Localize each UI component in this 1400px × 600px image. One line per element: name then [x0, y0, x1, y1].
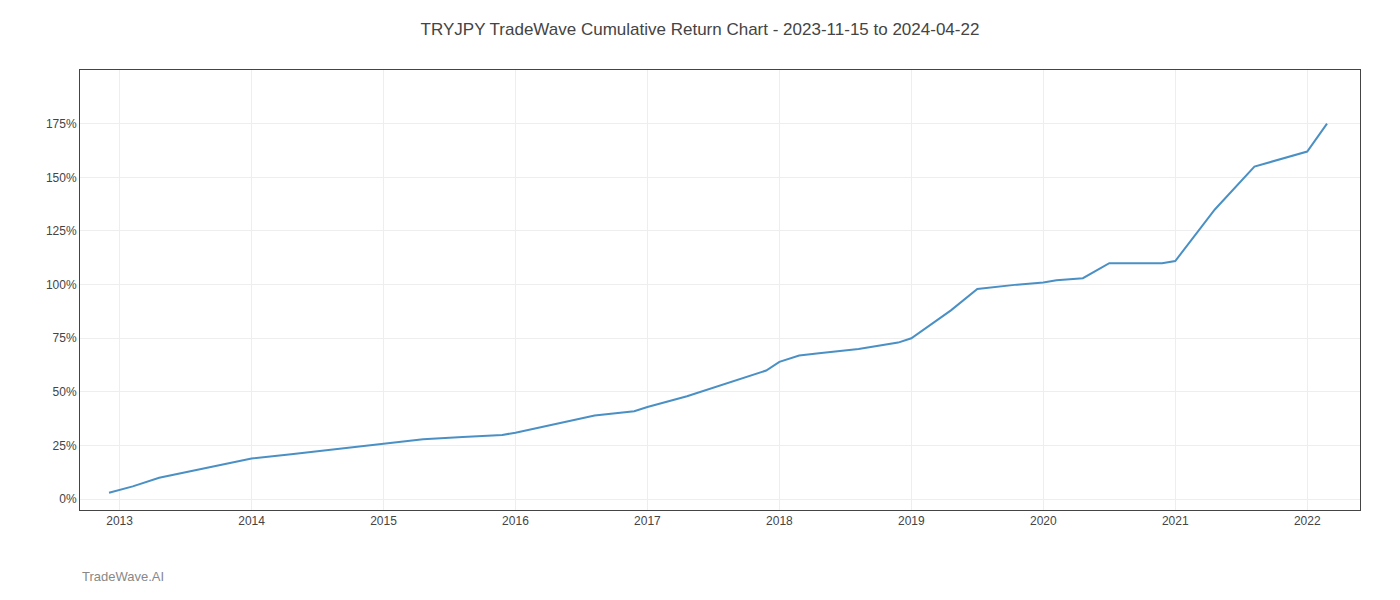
svg-text:175%: 175%: [46, 117, 77, 131]
svg-text:2022: 2022: [1294, 514, 1321, 528]
svg-text:75%: 75%: [53, 331, 77, 345]
svg-text:2020: 2020: [1030, 514, 1057, 528]
svg-text:2017: 2017: [634, 514, 661, 528]
svg-text:100%: 100%: [46, 278, 77, 292]
svg-text:125%: 125%: [46, 224, 77, 238]
svg-text:150%: 150%: [46, 171, 77, 185]
svg-text:2013: 2013: [106, 514, 133, 528]
svg-text:TradeWave.AI: TradeWave.AI: [82, 569, 164, 584]
svg-text:2021: 2021: [1162, 514, 1189, 528]
svg-text:2014: 2014: [238, 514, 265, 528]
svg-text:TRYJPY TradeWave Cumulative Re: TRYJPY TradeWave Cumulative Return Chart…: [421, 20, 980, 39]
svg-text:2016: 2016: [502, 514, 529, 528]
svg-text:2019: 2019: [898, 514, 925, 528]
svg-text:2018: 2018: [766, 514, 793, 528]
svg-text:2015: 2015: [370, 514, 397, 528]
svg-text:0%: 0%: [59, 492, 77, 506]
svg-text:50%: 50%: [53, 385, 77, 399]
svg-text:25%: 25%: [53, 439, 77, 453]
